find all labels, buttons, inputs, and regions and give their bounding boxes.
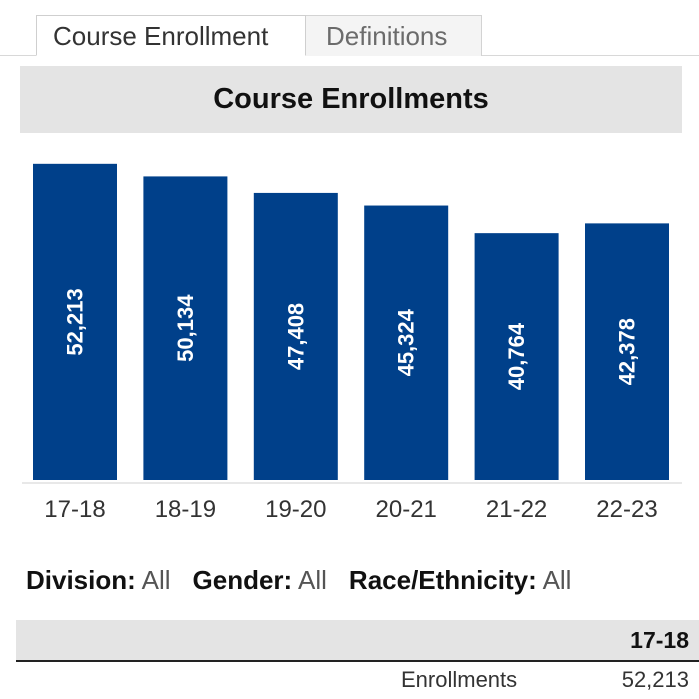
bar-19-20[interactable]	[253, 192, 338, 480]
bar-21-22[interactable]	[474, 233, 559, 480]
filter-race-name: Race/Ethnicity	[348, 565, 529, 595]
x-tick-label: 19-20	[265, 496, 326, 523]
filter-gender-name: Gender	[192, 565, 284, 595]
x-tick-label: 20-21	[376, 496, 437, 523]
tab-definitions[interactable]: Definitions	[306, 15, 482, 56]
filter-summary: Division: All Gender: All Race/Ethnicity: …	[26, 564, 571, 596]
bar-20-21[interactable]	[364, 205, 449, 480]
summary-table-header: 17-18	[16, 620, 699, 662]
filter-gender-value: All	[298, 565, 327, 595]
summary-column-header: 17-18	[630, 627, 689, 653]
x-tick-label: 18-19	[155, 496, 216, 523]
x-tick-label: 22-23	[596, 496, 657, 523]
filter-division-name: Division	[26, 565, 128, 595]
summary-row-value: 52,213	[621, 667, 689, 692]
filter-race-colon: :	[528, 565, 537, 595]
enrollment-bar-chart: 52,213 50,134 47,408 45,324 40,764 42,378 17-…	[22, 163, 682, 523]
summary-row-label: Enrollments	[401, 667, 518, 692]
bar-18-19[interactable]	[143, 176, 228, 481]
bar-22-23[interactable]	[585, 223, 669, 480]
chart-title-band: Course Enrollments	[20, 66, 682, 133]
bar-value-label: 40,764	[504, 322, 529, 390]
table-row: Enrollments 52,213	[16, 662, 699, 699]
tab-course-enrollment[interactable]: Course Enrollment	[36, 15, 306, 56]
bar-value-label: 52,213	[63, 288, 88, 355]
filter-division-colon: :	[127, 565, 136, 595]
x-tick-label: 21-22	[486, 496, 547, 523]
chart-title: Course Enrollments	[213, 83, 489, 115]
tab-strip: Course Enrollment Definitions	[0, 0, 699, 56]
bar-value-label: 47,408	[283, 303, 308, 370]
bar-value-label: 50,134	[173, 294, 198, 362]
filter-race-value: All	[542, 565, 572, 595]
x-tick-label: 17-18	[44, 496, 105, 523]
filter-gender-colon: :	[283, 565, 293, 595]
filter-division-value: All	[141, 565, 171, 595]
bar-value-label: 45,324	[394, 308, 419, 376]
bar-value-label: 42,378	[615, 318, 640, 385]
bar-17-18[interactable]	[33, 163, 117, 480]
